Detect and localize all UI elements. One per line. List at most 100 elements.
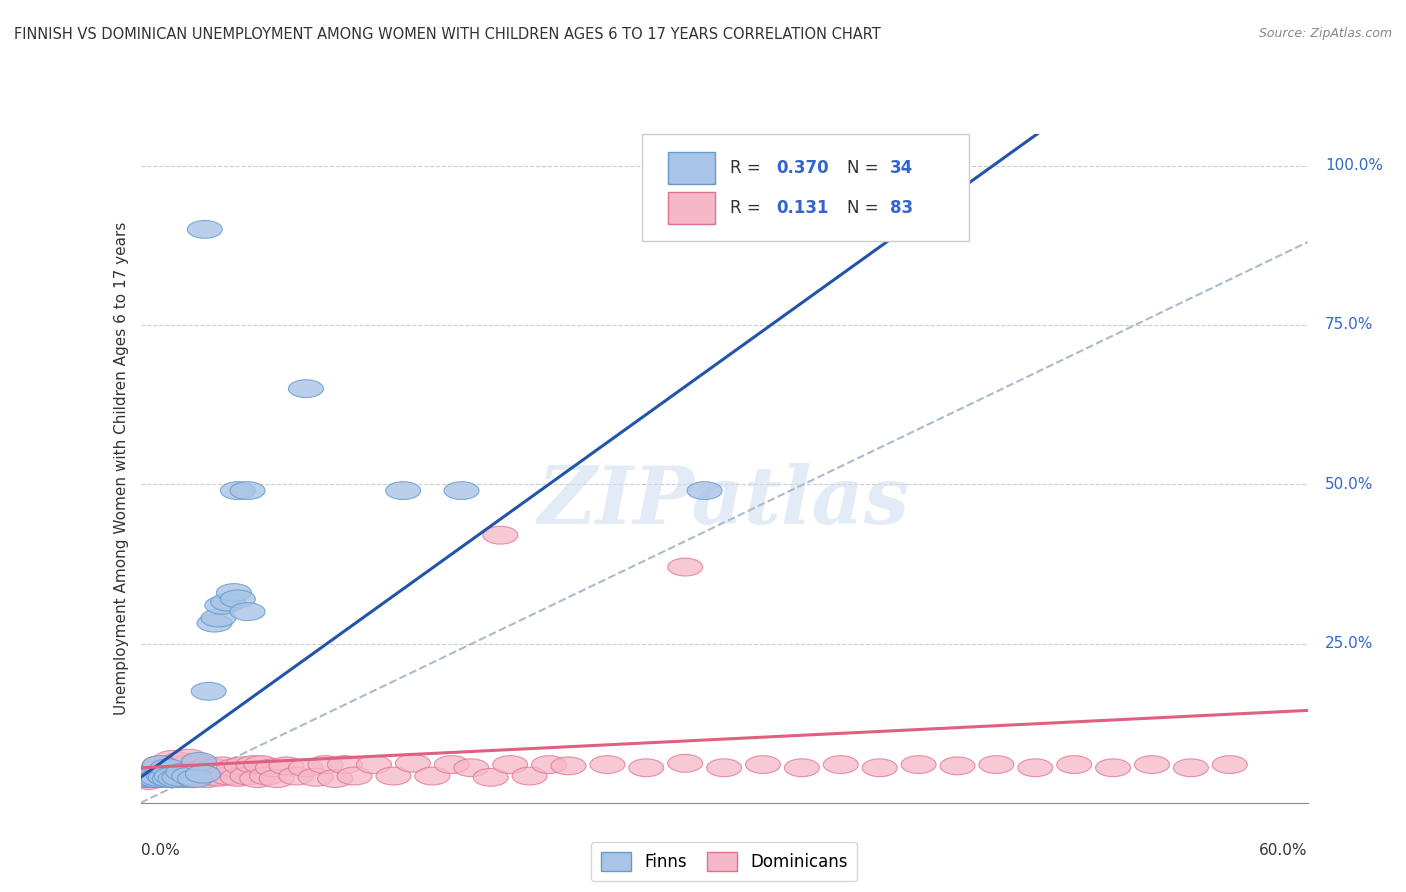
Legend: Finns, Dominicans: Finns, Dominicans [591,842,858,881]
Ellipse shape [240,770,274,788]
Ellipse shape [375,767,411,785]
Ellipse shape [1135,756,1170,773]
Text: 0.0%: 0.0% [141,843,180,858]
Ellipse shape [482,526,517,544]
Ellipse shape [269,757,304,775]
Ellipse shape [1095,759,1130,777]
FancyBboxPatch shape [643,134,969,241]
Ellipse shape [136,767,172,785]
Ellipse shape [142,756,177,773]
Ellipse shape [186,767,221,785]
Ellipse shape [1212,756,1247,773]
FancyBboxPatch shape [668,152,714,184]
Ellipse shape [211,767,246,785]
Text: FINNISH VS DOMINICAN UNEMPLOYMENT AMONG WOMEN WITH CHILDREN AGES 6 TO 17 YEARS C: FINNISH VS DOMINICAN UNEMPLOYMENT AMONG … [14,27,880,42]
Ellipse shape [129,770,165,788]
Ellipse shape [181,755,217,772]
Text: 83: 83 [890,199,912,217]
Ellipse shape [141,759,176,777]
Ellipse shape [186,765,221,783]
Ellipse shape [166,764,201,781]
Ellipse shape [385,482,420,500]
Ellipse shape [150,759,186,777]
Ellipse shape [139,767,174,785]
Ellipse shape [221,590,256,607]
Ellipse shape [193,767,228,785]
Ellipse shape [1057,756,1091,773]
Ellipse shape [166,759,201,777]
Ellipse shape [149,768,183,786]
Ellipse shape [135,765,170,783]
Ellipse shape [249,767,284,785]
Text: 60.0%: 60.0% [1260,843,1308,858]
Text: 100.0%: 100.0% [1324,158,1384,173]
Ellipse shape [157,757,193,775]
Text: 34: 34 [890,159,912,177]
Ellipse shape [357,756,391,773]
Ellipse shape [142,770,177,788]
Ellipse shape [224,757,259,775]
Text: 0.131: 0.131 [776,199,830,217]
Ellipse shape [231,482,266,500]
Ellipse shape [668,558,703,576]
Ellipse shape [157,767,193,785]
Ellipse shape [155,756,190,773]
Ellipse shape [152,768,187,786]
Ellipse shape [172,767,207,785]
Ellipse shape [162,753,197,771]
Ellipse shape [174,767,208,785]
Ellipse shape [298,768,333,786]
Ellipse shape [1174,759,1208,777]
Ellipse shape [1018,759,1053,777]
Ellipse shape [328,756,363,773]
Ellipse shape [191,757,226,775]
Ellipse shape [155,767,190,785]
Ellipse shape [745,756,780,773]
Ellipse shape [191,682,226,700]
Ellipse shape [172,749,207,767]
Ellipse shape [668,755,703,772]
Ellipse shape [256,759,291,777]
Ellipse shape [162,770,197,788]
Ellipse shape [177,768,212,786]
Ellipse shape [288,380,323,398]
Ellipse shape [318,770,353,788]
Ellipse shape [152,770,187,788]
Ellipse shape [231,767,266,785]
Ellipse shape [785,759,820,777]
Ellipse shape [162,768,197,786]
Ellipse shape [231,603,266,621]
Ellipse shape [941,757,974,775]
Text: N =: N = [846,199,883,217]
Ellipse shape [167,770,202,788]
Text: N =: N = [846,159,883,177]
Ellipse shape [142,756,177,773]
Ellipse shape [190,770,224,788]
Ellipse shape [395,755,430,772]
Ellipse shape [131,772,166,789]
Ellipse shape [150,759,186,777]
Text: R =: R = [730,199,766,217]
Ellipse shape [177,770,212,788]
Ellipse shape [205,597,240,615]
Ellipse shape [824,756,858,773]
Ellipse shape [141,768,176,786]
Ellipse shape [197,759,232,777]
Ellipse shape [136,770,172,788]
Ellipse shape [201,609,236,627]
Ellipse shape [308,756,343,773]
Text: ZIPatlas: ZIPatlas [538,463,910,541]
Ellipse shape [688,482,723,500]
Ellipse shape [707,759,741,777]
Ellipse shape [415,767,450,785]
Ellipse shape [139,770,174,788]
Ellipse shape [512,767,547,785]
Ellipse shape [531,756,567,773]
Ellipse shape [146,767,181,785]
Text: 0.370: 0.370 [776,159,830,177]
Ellipse shape [217,759,252,777]
Ellipse shape [181,753,217,771]
Ellipse shape [221,482,256,500]
Ellipse shape [492,756,527,773]
Ellipse shape [337,767,373,785]
